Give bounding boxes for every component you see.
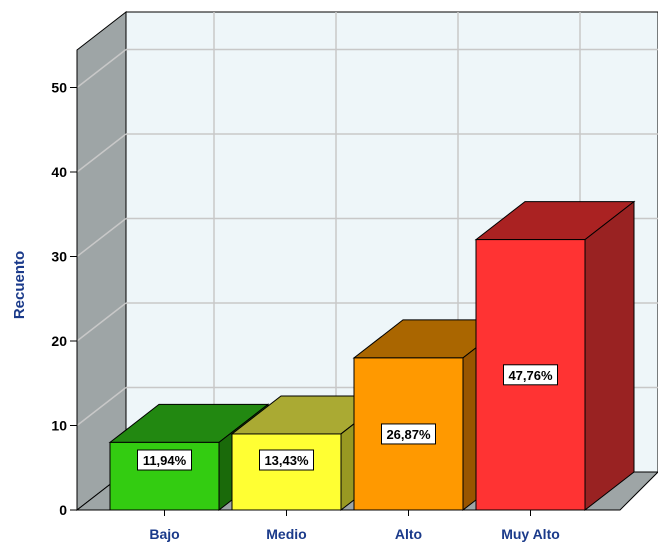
data-label-box <box>259 449 314 471</box>
y-tick-label: 50 <box>51 80 67 96</box>
y-axis: 0 10 20 30 40 50 Bajo Medio Alto Muy Alto <box>51 50 620 542</box>
bar-alto: 26,87% <box>352 318 514 512</box>
bar-side-face <box>584 200 635 512</box>
x-category-label: Bajo <box>149 526 179 542</box>
x-category-label: Alto <box>395 526 422 542</box>
data-label: 11,94% <box>143 453 187 468</box>
grid-line-side <box>76 217 127 258</box>
x-category-label: Muy Alto <box>501 526 560 542</box>
y-tick-label: 0 <box>59 502 67 518</box>
data-label-box <box>503 364 558 386</box>
bar-medio: 13,43% <box>230 394 392 512</box>
data-label-box <box>381 423 436 445</box>
bar-front-face <box>231 433 342 511</box>
y-tick-label: 40 <box>51 164 67 180</box>
data-label-box <box>137 449 192 471</box>
grid-line-side <box>76 48 127 89</box>
bar-bajo: 11,94% <box>108 403 270 512</box>
grid-line-side <box>76 302 127 342</box>
data-label: 13,43% <box>264 453 309 468</box>
bar-muy-alto: 47,76% <box>474 200 636 512</box>
y-tick-label: 20 <box>51 333 67 349</box>
grid-line-side <box>76 133 127 173</box>
data-label: 47,76% <box>508 368 553 383</box>
y-tick-label: 30 <box>51 249 67 265</box>
bars: 11,94% 13,43% 26,87% 47,76% <box>108 200 636 512</box>
x-category-label: Medio <box>266 526 306 542</box>
y-axis-label: Recuento <box>11 251 28 319</box>
y-tick-label: 10 <box>51 418 67 434</box>
grid-line-side <box>76 386 127 427</box>
data-label: 26,87% <box>386 427 431 442</box>
